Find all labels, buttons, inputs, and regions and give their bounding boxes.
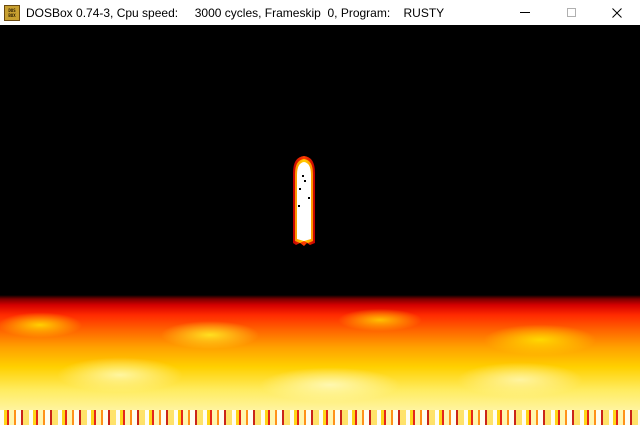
game-screen[interactable] [0,25,640,425]
flame-sprite [293,156,315,246]
maximize-icon [566,8,576,17]
minimize-icon [520,12,530,13]
minimize-button[interactable] [502,0,548,25]
window-title: DOSBox 0.74-3, Cpu speed: 3000 cycles, F… [26,5,445,20]
fire-noise-strip [0,410,640,425]
close-icon [612,7,622,18]
close-button[interactable] [594,0,640,25]
title-bar[interactable]: DOS BOX DOSBox 0.74-3, Cpu speed: 3000 c… [0,0,640,25]
app-icon-label: DOS BOX [8,7,16,18]
dosbox-app-icon[interactable]: DOS BOX [4,4,20,21]
maximize-button[interactable] [548,0,594,25]
fire-sea [0,295,640,425]
